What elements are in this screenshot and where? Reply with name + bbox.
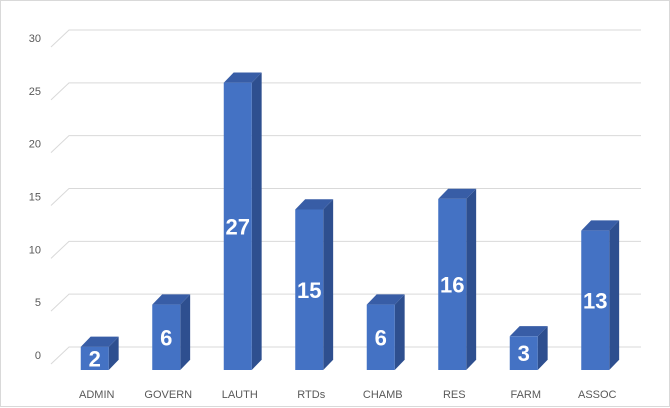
x-tick-label: RTDs: [297, 389, 325, 401]
bar-front-face: [152, 304, 181, 370]
y-axis-ticks: 0 5 10 15 20 25 30: [29, 33, 41, 362]
bar-top-face: [223, 72, 262, 83]
bar-front-face: [295, 209, 324, 370]
data-label: 3: [518, 341, 530, 366]
bar-chamb: 6: [366, 294, 405, 370]
x-tick-label: LAUTH: [222, 389, 258, 401]
bar-lauth: 27: [223, 72, 262, 370]
gridline-30: [50, 29, 641, 48]
gridline-0: [50, 346, 641, 365]
bar-top-face: [509, 326, 548, 337]
gridline-10: [50, 240, 641, 259]
bar-side-face: [537, 326, 548, 370]
bar-front-face: [366, 304, 395, 370]
x-tick-label: CHAMB: [363, 389, 403, 401]
gridline-20: [50, 135, 641, 154]
bar-front-face: [581, 230, 610, 370]
x-tick-label: FARM: [510, 389, 541, 401]
gridline-5: [50, 293, 641, 312]
bar-top-face: [438, 188, 477, 199]
bar-side-face: [394, 294, 405, 370]
gridlines: [50, 29, 641, 365]
bar-side-face: [108, 336, 119, 370]
bar-top-face: [581, 220, 620, 231]
data-label: 2: [89, 346, 101, 371]
y-tick-label: 20: [29, 139, 41, 151]
bar-side-face: [180, 294, 191, 370]
bars: 2 6 27 15 6 16 3 13: [80, 72, 620, 371]
bar-front-face: [509, 336, 538, 370]
y-tick-label: 30: [29, 33, 41, 45]
bar-side-face: [609, 220, 620, 370]
data-label: 27: [226, 214, 250, 239]
bar-top-face: [152, 294, 191, 305]
x-tick-label: GOVERN: [144, 389, 192, 401]
bar-front-face: [80, 346, 109, 370]
bar-govern: 6: [152, 294, 191, 370]
bar-top-face: [295, 199, 334, 210]
y-tick-label: 10: [29, 244, 41, 256]
data-label: 6: [160, 325, 172, 350]
bar-side-face: [466, 188, 477, 370]
bar-top-face: [366, 294, 405, 305]
bar-assoc: 13: [581, 220, 620, 370]
x-axis-ticks: ADMIN GOVERN LAUTH RTDs CHAMB RES FARM ASSOC: [79, 389, 617, 401]
bar-top-face: [80, 336, 119, 347]
bar-res: 16: [438, 188, 477, 370]
data-label: 13: [583, 288, 607, 313]
y-tick-label: 5: [35, 297, 41, 309]
bar-side-face: [323, 199, 334, 370]
gridline-25: [50, 82, 641, 101]
gridline-15: [50, 188, 641, 206]
data-label: 16: [440, 272, 464, 297]
bar-front-face: [223, 82, 252, 370]
x-tick-label: ASSOC: [578, 389, 617, 401]
y-tick-label: 25: [29, 86, 41, 98]
bar-rtds: 15: [295, 199, 334, 370]
bar-front-face: [438, 198, 467, 370]
data-label: 6: [375, 325, 387, 350]
x-tick-label: ADMIN: [79, 389, 115, 401]
y-tick-label: 15: [29, 192, 41, 204]
bar-admin: 2: [80, 336, 119, 371]
bar-farm: 3: [509, 326, 548, 370]
y-tick-label: 0: [35, 350, 41, 362]
bar-side-face: [251, 72, 262, 370]
data-label: 15: [297, 278, 321, 303]
x-tick-label: RES: [443, 389, 466, 401]
